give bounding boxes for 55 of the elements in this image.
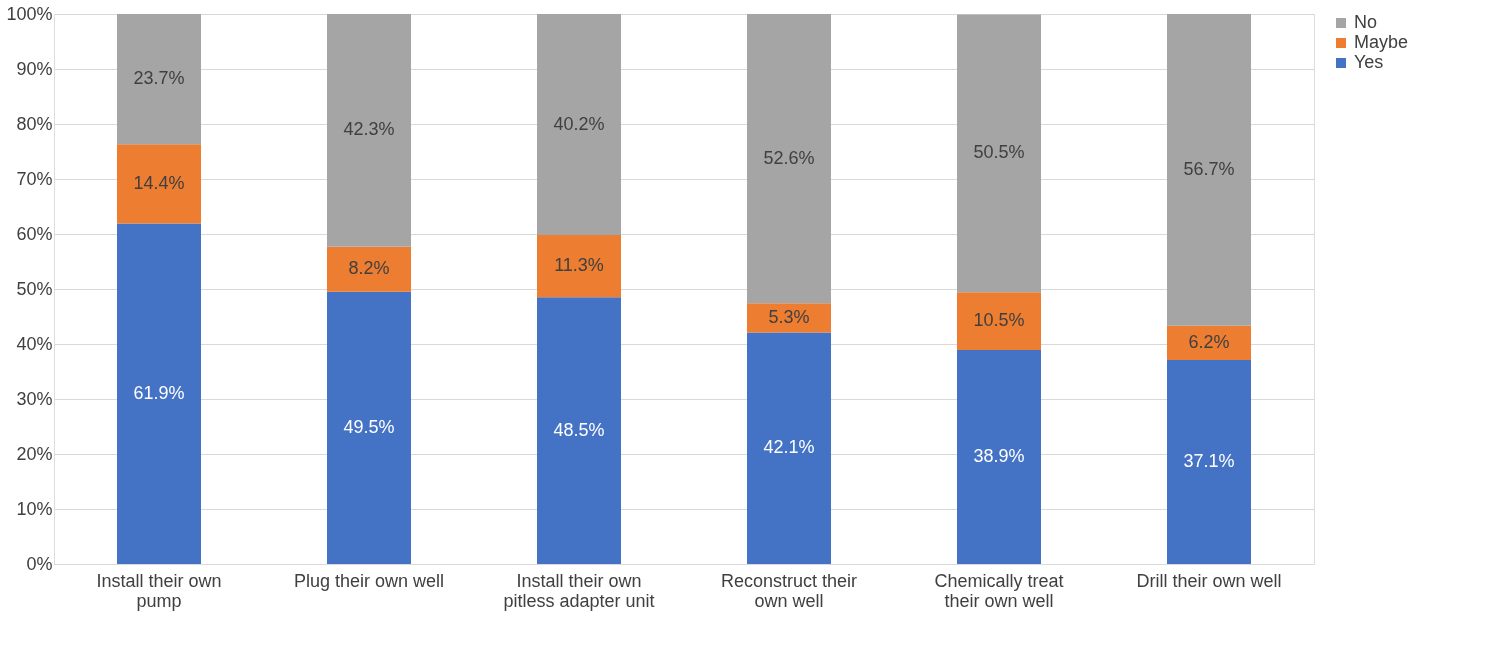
data-label: 52.6% — [763, 147, 815, 168]
bar — [747, 14, 831, 304]
data-label: 49.5% — [343, 416, 395, 437]
bar — [117, 223, 201, 564]
bar — [537, 297, 621, 564]
data-label: 42.1% — [763, 437, 815, 458]
y-tick-label: 100% — [6, 3, 53, 24]
bar — [327, 291, 411, 564]
data-label: 14.4% — [133, 172, 185, 193]
bar — [117, 144, 201, 224]
data-label: 40.2% — [553, 113, 605, 134]
data-label: 8.2% — [348, 258, 390, 279]
x-tick-label: Plug their own well — [293, 570, 445, 591]
data-label: 61.9% — [133, 382, 185, 403]
bar — [747, 332, 831, 564]
data-label: 5.3% — [768, 306, 810, 327]
legend-label: Maybe — [1354, 32, 1409, 52]
y-tick-label: 50% — [16, 278, 53, 299]
data-label: 23.7% — [133, 68, 185, 89]
data-label: 56.7% — [1183, 158, 1235, 179]
bar — [327, 246, 411, 292]
data-label: 38.9% — [973, 446, 1025, 467]
data-label: 50.5% — [973, 142, 1025, 163]
y-tick-label: 60% — [16, 223, 53, 244]
data-label: 10.5% — [973, 310, 1025, 331]
data-label: 11.3% — [554, 255, 604, 276]
legend-label: Yes — [1354, 52, 1384, 72]
x-tick-label: Install their own pitless adapter unit — [503, 570, 655, 611]
y-tick-label: 20% — [16, 443, 53, 464]
data-label: 48.5% — [553, 419, 605, 440]
bar — [957, 292, 1041, 351]
y-tick-label: 10% — [16, 498, 53, 519]
y-tick-label: 90% — [16, 58, 53, 79]
bar — [957, 14, 1041, 293]
data-label: 42.3% — [343, 119, 395, 140]
bar — [537, 235, 621, 298]
legend-label: No — [1354, 12, 1378, 32]
y-tick-label: 40% — [16, 333, 53, 354]
data-label: 37.1% — [1183, 450, 1235, 471]
bar — [957, 350, 1041, 564]
y-tick-label: 80% — [16, 113, 53, 134]
y-tick-label: 0% — [26, 553, 53, 574]
bar — [1167, 14, 1251, 326]
y-tick-label: 70% — [16, 168, 53, 189]
x-tick-label: Chemically treat their own well — [934, 570, 1064, 611]
bar — [537, 14, 621, 236]
x-tick-label: Install their own pump — [96, 570, 222, 611]
y-tick-label: 30% — [16, 388, 53, 409]
bar — [1167, 325, 1251, 360]
bar — [327, 14, 411, 247]
x-tick-label: Reconstruct their own well — [720, 570, 858, 611]
x-tick-label: Drill their own well — [1136, 570, 1282, 591]
bar — [117, 14, 201, 145]
bar — [1167, 359, 1251, 564]
data-label: 6.2% — [1188, 331, 1230, 352]
